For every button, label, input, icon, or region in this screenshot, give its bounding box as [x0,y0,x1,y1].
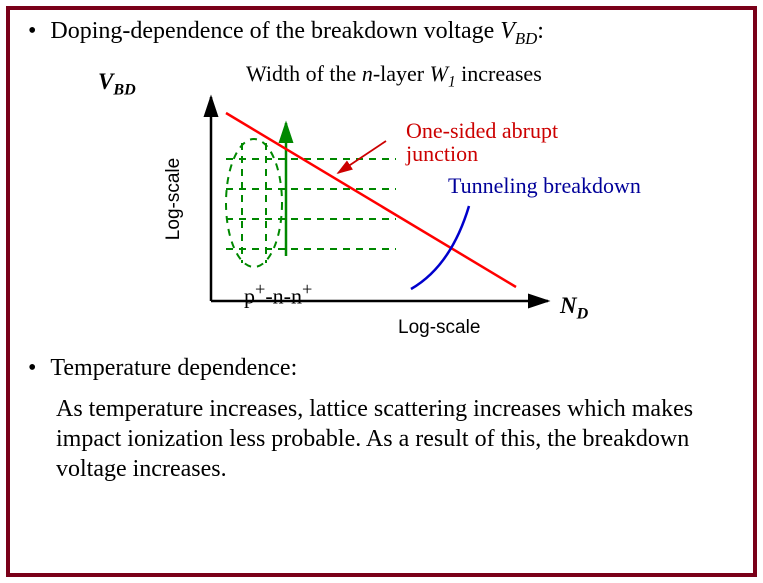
xsub: D [577,305,589,322]
yvar: V [98,69,113,94]
cap-suf: increases [456,61,542,86]
cap-mid: -layer [373,61,430,86]
annot-abrupt-junction: One-sided abrupt junction [406,119,558,165]
cap-n: n [362,61,373,86]
dashed-lines [226,143,396,263]
annot-tunneling: Tunneling breakdown [448,173,641,199]
cap-pre: Width of the [246,61,362,86]
xvar: N [560,293,577,318]
annot-red-1: One-sided abrupt [406,119,558,142]
figure: Width of the n-layer W1 increases VBD Lo… [138,61,738,341]
annot-red-2: junction [406,142,558,165]
y-axis-variable: VBD [98,69,136,100]
x-axis-label: Log-scale [398,317,480,339]
cap-w: W [430,61,448,86]
x-axis-variable: ND [560,293,588,324]
annot-pnn: p+-n-n+ [244,279,312,309]
y-axis-label: Log-scale [163,158,185,240]
cap-wsub: 1 [448,73,456,90]
ysub: BD [113,81,135,98]
red-pointer-arrow [338,141,386,173]
figure-top-caption: Width of the n-layer W1 increases [246,61,542,91]
tunneling-curve [411,206,469,289]
